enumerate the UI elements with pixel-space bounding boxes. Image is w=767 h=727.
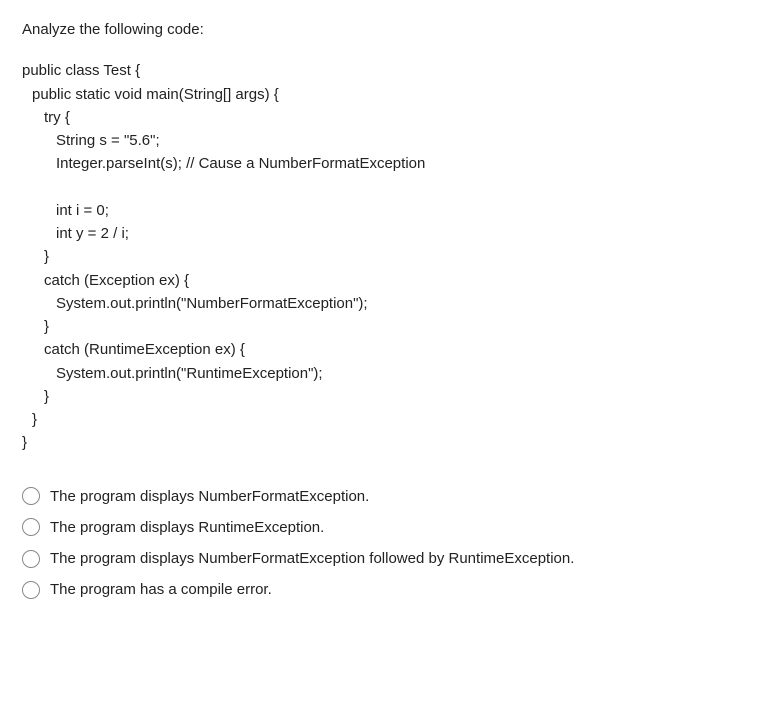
code-line: } <box>22 385 745 408</box>
code-line: public static void main(String[] args) { <box>22 83 745 106</box>
option-row[interactable]: The program displays RuntimeException. <box>22 516 745 539</box>
code-line: System.out.println("RuntimeException"); <box>22 362 745 385</box>
code-line: int y = 2 / i; <box>22 222 745 245</box>
radio-icon[interactable] <box>22 487 40 505</box>
code-line: try { <box>22 106 745 129</box>
option-label: The program displays NumberFormatExcepti… <box>50 547 574 570</box>
radio-icon[interactable] <box>22 550 40 568</box>
option-label: The program displays NumberFormatExcepti… <box>50 485 369 508</box>
code-block: public class Test {public static void ma… <box>22 59 745 454</box>
code-line: } <box>22 431 745 454</box>
option-label: The program displays RuntimeException. <box>50 516 324 539</box>
radio-icon[interactable] <box>22 518 40 536</box>
code-line: catch (Exception ex) { <box>22 269 745 292</box>
option-row[interactable]: The program displays NumberFormatExcepti… <box>22 547 745 570</box>
code-line: catch (RuntimeException ex) { <box>22 338 745 361</box>
code-line: Integer.parseInt(s); // Cause a NumberFo… <box>22 152 745 175</box>
option-row[interactable]: The program displays NumberFormatExcepti… <box>22 485 745 508</box>
options-group: The program displays NumberFormatExcepti… <box>22 485 745 602</box>
code-line: public class Test { <box>22 59 745 82</box>
code-line: } <box>22 245 745 268</box>
question-prompt: Analyze the following code: <box>22 18 745 41</box>
code-line: } <box>22 315 745 338</box>
radio-icon[interactable] <box>22 581 40 599</box>
code-line: String s = "5.6"; <box>22 129 745 152</box>
code-blank-line <box>22 176 745 199</box>
option-label: The program has a compile error. <box>50 578 272 601</box>
code-line: System.out.println("NumberFormatExceptio… <box>22 292 745 315</box>
code-line: int i = 0; <box>22 199 745 222</box>
option-row[interactable]: The program has a compile error. <box>22 578 745 601</box>
code-line: } <box>22 408 745 431</box>
